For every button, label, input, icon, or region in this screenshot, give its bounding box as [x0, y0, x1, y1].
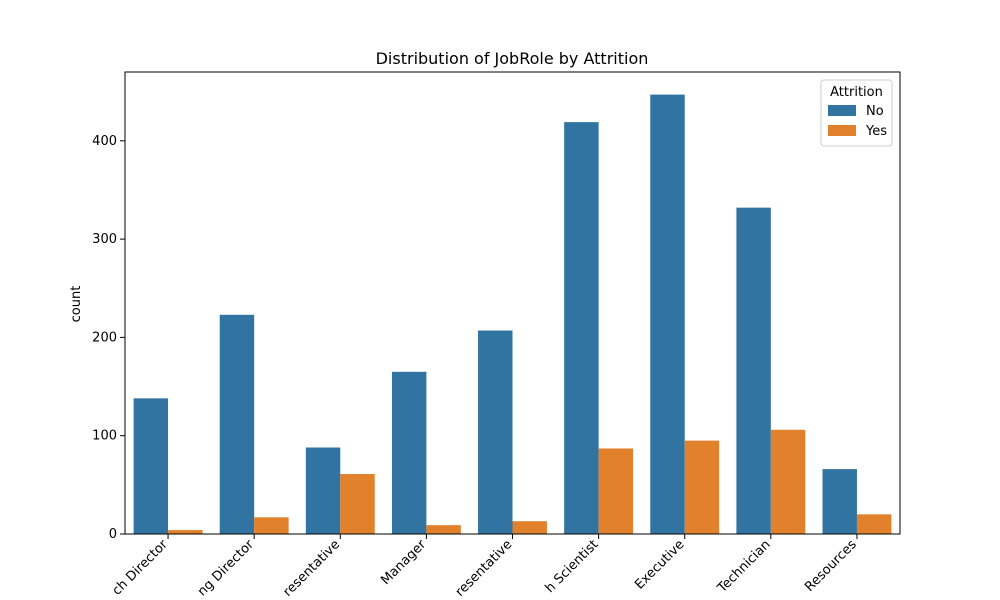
legend-label-no: No — [866, 104, 884, 119]
legend-title: Attrition — [830, 85, 883, 100]
bar-yes-1 — [254, 517, 289, 534]
bar-yes-6 — [684, 440, 720, 534]
bar-yes-8 — [856, 514, 892, 534]
x-tick-label: h Scientist — [543, 537, 602, 596]
bar-no-0 — [133, 398, 169, 534]
y-ticks: 0 100 200 300 400 — [92, 134, 125, 542]
legend: Attrition No Yes — [820, 79, 893, 147]
bars-layer — [133, 94, 892, 535]
bar-yes-5 — [598, 448, 634, 534]
bar-yes-3 — [426, 525, 461, 534]
x-tick-label: Executive — [632, 537, 687, 592]
bar-no-2 — [305, 447, 341, 534]
plot-frame — [124, 71, 901, 535]
y-tick-label: 400 — [92, 134, 117, 149]
bar-no-8 — [822, 469, 857, 534]
bar-no-3 — [391, 371, 427, 534]
bar-no-6 — [650, 94, 685, 534]
x-tick-label: resentative — [453, 537, 516, 600]
y-tick-label: 100 — [92, 429, 117, 444]
x-tick-label: ch Director — [110, 537, 172, 599]
y-tick-label: 300 — [92, 232, 117, 247]
chart-title: Distribution of JobRole by Attrition — [376, 49, 649, 68]
bar-no-5 — [564, 122, 599, 535]
x-tick-label: resentative — [281, 537, 344, 600]
bar-no-7 — [736, 207, 771, 534]
x-tick-label: Manager — [378, 537, 429, 588]
bar-no-1 — [219, 314, 255, 534]
bar-yes-7 — [770, 429, 806, 534]
x-tick-label: Technician — [714, 537, 773, 596]
legend-swatch-no — [828, 105, 856, 116]
x-ticks: ch Director ng Director resentative Manager… — [110, 534, 860, 600]
y-axis-label: count — [69, 286, 84, 323]
y-tick-label: 200 — [92, 330, 117, 345]
bar-yes-2 — [340, 474, 375, 534]
y-tick-label: 0 — [109, 527, 117, 542]
legend-swatch-yes — [828, 125, 856, 136]
bar-yes-4 — [512, 521, 547, 534]
x-tick-label: ng Director — [195, 537, 258, 600]
bar-no-4 — [478, 330, 513, 534]
x-tick-label: Resources — [802, 537, 860, 595]
bar-yes-0 — [168, 530, 203, 534]
legend-label-yes: Yes — [865, 124, 887, 139]
